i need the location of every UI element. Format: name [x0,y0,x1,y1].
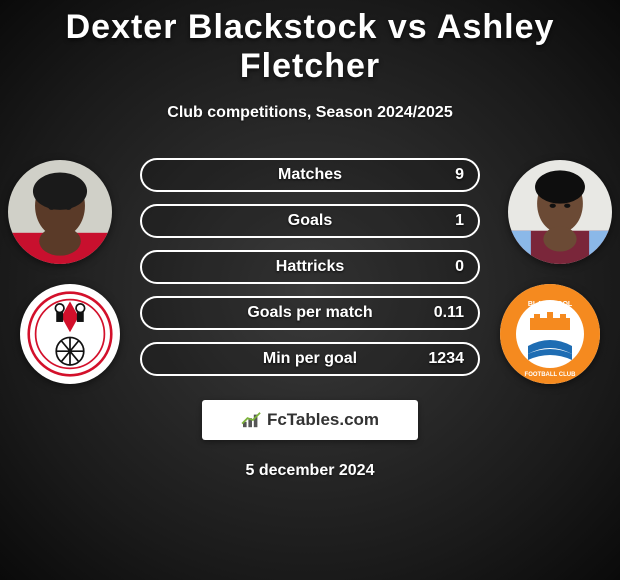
stat-label: Goals [288,212,332,230]
rotherham-badge-icon [27,291,113,377]
player-avatar-left [8,160,112,264]
stat-label: Goals per match [247,304,372,322]
stat-value-right: 1234 [428,350,464,368]
player-right-face-icon [508,160,612,264]
watermark: FcTables.com [202,400,418,440]
comparison-block: BLACKPOOL FOOTBALL CLUB Matches 9 Goals … [0,154,620,384]
stat-row: Goals 1 [140,204,480,238]
stat-row: Hattricks 0 [140,250,480,284]
watermark-text: FcTables.com [267,410,379,430]
stat-row: Matches 9 [140,158,480,192]
svg-text:BLACKPOOL: BLACKPOOL [528,301,573,308]
stat-label: Matches [278,166,342,184]
stat-value-right: 9 [455,166,464,184]
stat-value-right: 1 [455,212,464,230]
stats-list: Matches 9 Goals 1 Hattricks 0 Goals per … [140,158,480,388]
stat-row: Min per goal 1234 [140,342,480,376]
stat-value-right: 0 [455,258,464,276]
subtitle: Club competitions, Season 2024/2025 [0,104,620,122]
stat-row: Goals per match 0.11 [140,296,480,330]
bar-chart-icon [241,411,263,429]
blackpool-badge-icon: BLACKPOOL FOOTBALL CLUB [500,284,600,384]
player-left-face-icon [8,160,112,264]
stat-label: Min per goal [263,350,357,368]
svg-text:FOOTBALL CLUB: FOOTBALL CLUB [525,372,577,378]
player-avatar-right [508,160,612,264]
stat-label: Hattricks [276,258,344,276]
club-badge-right: BLACKPOOL FOOTBALL CLUB [500,284,600,384]
page-title: Dexter Blackstock vs Ashley Fletcher [0,0,620,86]
stat-value-right: 0.11 [434,304,464,322]
date-text: 5 december 2024 [0,462,620,480]
club-badge-left [20,284,120,384]
